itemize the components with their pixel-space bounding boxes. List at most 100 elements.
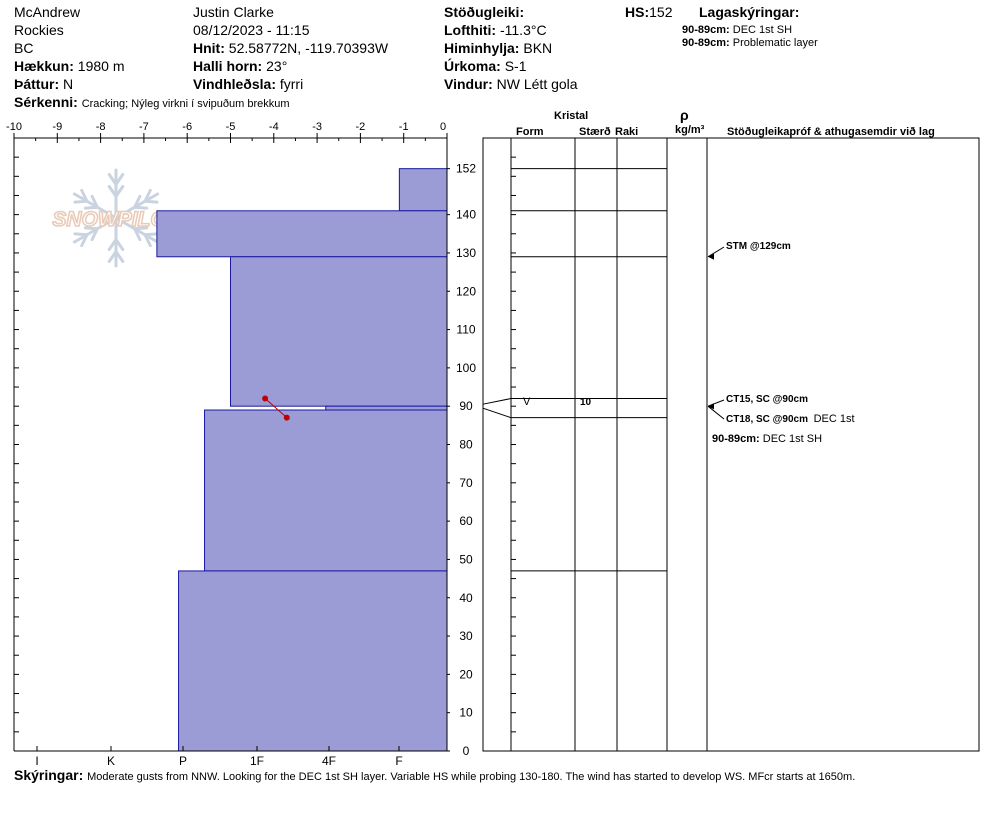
slope-value: 23°	[266, 58, 288, 74]
hardness-tick-label: I	[35, 754, 38, 768]
temp-tick-label: -1	[399, 121, 409, 133]
layer-note-text: DEC 1st SH	[732, 24, 793, 36]
layer-connector	[482, 407, 512, 419]
depth-tick-label: 10	[459, 706, 473, 720]
elevation-value: 1980 m	[77, 58, 125, 74]
hardness-tick-label: 1F	[250, 754, 264, 768]
snowflake-branch	[143, 232, 159, 237]
temp-tick-label: -10	[6, 121, 22, 133]
sky-value: BKN	[523, 40, 553, 56]
wind-loading: Vindhleðsla: fyrri	[193, 76, 303, 92]
layer-note-range: 90-89cm:	[682, 24, 730, 36]
depth-tick-label: 70	[459, 476, 473, 490]
stability-test-ct18-note: DEC 1st	[813, 413, 855, 425]
hardness-tick-label: 4F	[322, 754, 336, 768]
stability-test-ct18-text: CT18, SC @90cm	[726, 414, 809, 425]
snowflake-branch	[143, 188, 152, 203]
depth-tick-label: 90	[459, 399, 473, 413]
depth-tick-label: 0	[463, 744, 470, 758]
aspect-value: N	[63, 76, 74, 92]
aspect: Þáttur: N	[14, 76, 73, 92]
stability-test-stm: STM @129cm	[726, 241, 791, 252]
layer-notes-title: Lagaskýringar:	[699, 4, 800, 20]
temp-tick-label: -7	[139, 121, 149, 133]
footer-notes: Skýringar: Moderate gusts from NNW. Look…	[14, 767, 855, 784]
temperature-point	[283, 414, 290, 421]
snowflake-icon	[72, 168, 160, 268]
depth-tick-label: 140	[456, 208, 476, 222]
temp-tick-label: -2	[356, 121, 366, 133]
layer-note-range: 90-89cm:	[682, 37, 730, 49]
layer-comment: 90-89cm: DEC 1st SH	[712, 433, 822, 446]
air-temp: Lofthiti: -11.3°C	[444, 22, 547, 38]
temp-tick-label: -5	[226, 121, 236, 133]
features-value: Cracking; Nýleg virkni í svipuðum brekku…	[81, 98, 290, 110]
col-size: Stærð	[579, 126, 611, 138]
temp-tick-label: -3	[312, 121, 322, 133]
depth-tick-label: 100	[456, 361, 476, 375]
stability-test-ct18: CT18, SC @90cm DEC 1st	[726, 413, 855, 426]
hardness-tick-label: P	[179, 754, 187, 768]
coords-value: 52.58772N, -119.70393W	[228, 40, 389, 56]
layer-comment-range: 90-89cm:	[712, 433, 760, 445]
snowflake-branch	[107, 184, 118, 198]
layer-comment-text: DEC 1st SH	[762, 433, 823, 445]
col-form: Form	[516, 126, 544, 138]
wind-loading-label: Vindhleðsla:	[193, 76, 276, 92]
snowflake-branch	[90, 227, 99, 242]
depth-tick-label: 50	[459, 552, 473, 566]
snowflake-branch	[143, 233, 152, 248]
stability-arrow-head	[708, 403, 714, 410]
elevation-label: Hækkun:	[14, 58, 74, 74]
features: Sérkenni: Cracking; Nýleg virkni í svipu…	[14, 94, 290, 111]
snowflake-branch	[133, 227, 142, 242]
air-temp-value: -11.3°C	[499, 22, 547, 38]
snowflake-branch	[107, 172, 118, 186]
snowflake-branch	[83, 205, 99, 210]
precip: Úrkoma: S-1	[444, 58, 526, 74]
region: Rockies	[14, 22, 64, 38]
sky: Himinhylja: BKN	[444, 40, 552, 56]
hardness-bar	[398, 168, 448, 212]
snowflake-branch	[107, 238, 118, 252]
depth-tick-label: 110	[456, 323, 475, 337]
hardness-bar	[230, 256, 448, 407]
snowflake-branch	[73, 232, 89, 237]
depth-tick-label: 120	[456, 284, 476, 298]
snowflake-branch	[83, 226, 99, 231]
stability-arrow-line	[707, 405, 725, 420]
coords-label: Hnit:	[193, 40, 225, 56]
depth-tick-label: 130	[456, 246, 476, 260]
snowflake-branch	[114, 184, 125, 198]
hs-value: 152	[649, 4, 673, 20]
hardness-bar	[204, 409, 448, 572]
wind-loading-value: fyrri	[279, 76, 304, 92]
table-frame	[482, 137, 980, 752]
stability-label: Stöðugleiki:	[444, 4, 525, 20]
depth-tick-label: 80	[459, 438, 473, 452]
snowflake-branch	[90, 194, 99, 209]
crystal-group-header: Kristal	[554, 110, 589, 122]
hardness-bar	[156, 210, 448, 258]
footer-label: Skýringar:	[14, 767, 84, 783]
snowflake-branch	[107, 250, 118, 264]
col-moisture: Raki	[615, 126, 639, 139]
aspect-label: Þáttur:	[14, 76, 60, 92]
hardness-bar	[178, 570, 448, 752]
coordinates: Hnit: 52.58772N, -119.70393W	[193, 40, 388, 56]
snowflake-branch	[133, 205, 149, 210]
slope: Halli horn: 23°	[193, 58, 287, 74]
stability-arrow-head	[708, 253, 714, 260]
tests-header: Stöðugleikapróf & athugasemdir við lag	[727, 126, 935, 138]
temperature-line	[264, 398, 288, 419]
density-unit: kg/m³	[675, 124, 705, 136]
stability-arrow-line	[707, 246, 725, 258]
depth-tick-label: 20	[459, 667, 473, 681]
snowflake-branch	[80, 188, 89, 203]
depth-tick-label: 60	[459, 514, 473, 528]
snowflake-branch	[133, 194, 142, 209]
observer-name: McAndrew	[14, 4, 81, 20]
stability-test-ct15: CT15, SC @90cm	[726, 394, 809, 405]
snowflake-branch	[114, 250, 125, 264]
